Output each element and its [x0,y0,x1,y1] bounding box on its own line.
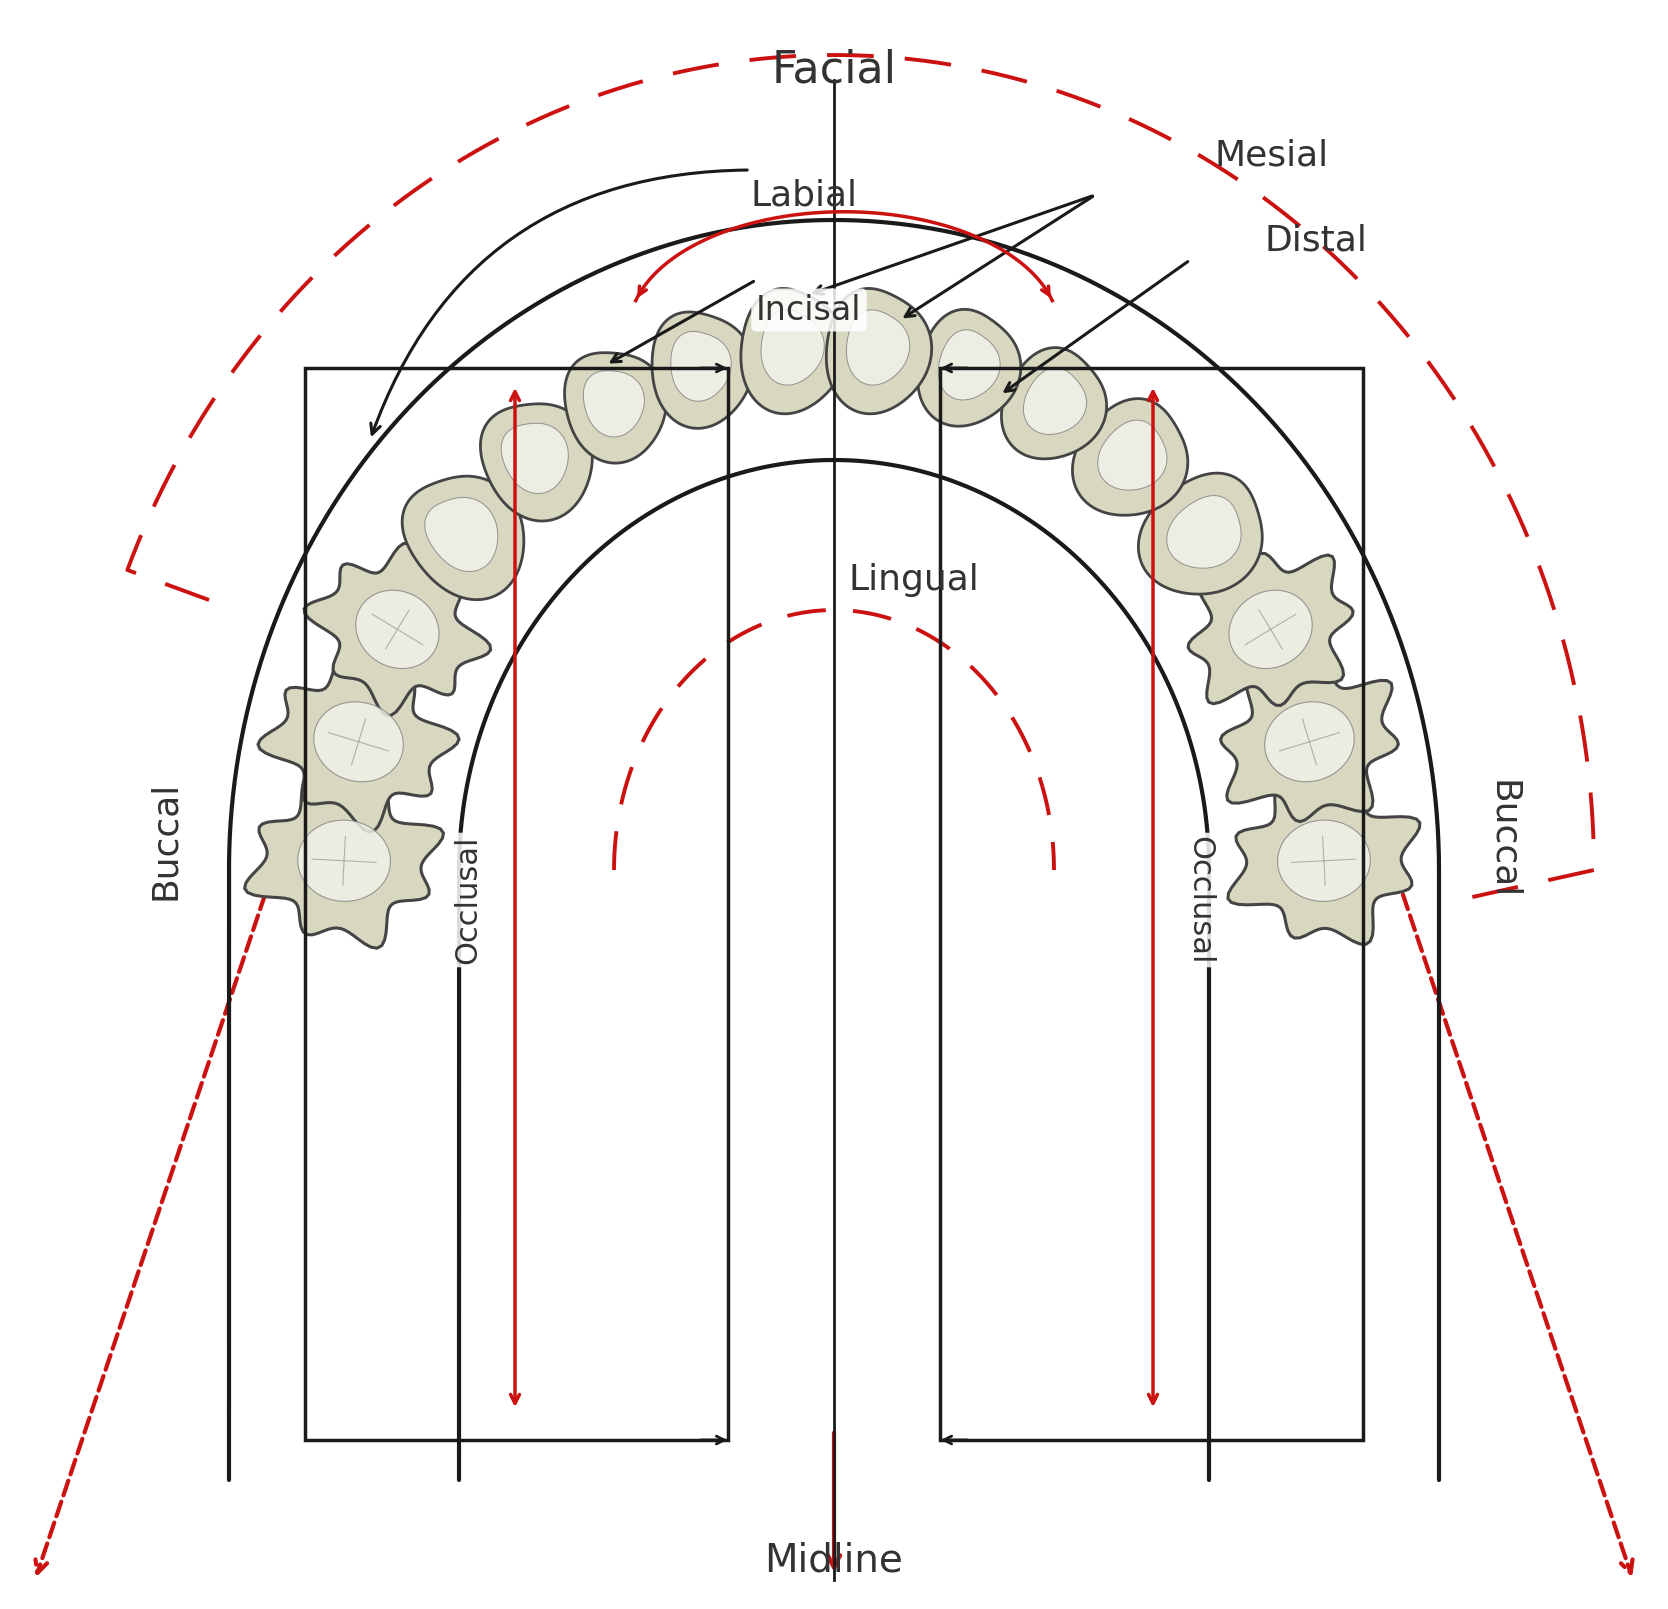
Polygon shape [1188,553,1353,705]
Polygon shape [304,544,490,716]
Polygon shape [402,476,524,600]
Polygon shape [937,330,1001,401]
Polygon shape [584,370,644,438]
Polygon shape [1024,368,1086,434]
Polygon shape [564,352,666,463]
Text: Lingual: Lingual [849,563,979,597]
Polygon shape [1278,821,1371,901]
Polygon shape [1138,473,1263,594]
Polygon shape [671,331,731,401]
Polygon shape [480,404,592,521]
Polygon shape [500,423,569,494]
Polygon shape [1168,496,1241,568]
Text: Occlusal: Occlusal [1186,835,1214,964]
Text: Buccal: Buccal [1486,780,1520,899]
Polygon shape [245,774,444,948]
Text: Distal: Distal [1264,224,1368,257]
Bar [941,368,1363,1440]
Polygon shape [1098,420,1168,491]
Polygon shape [1001,348,1106,459]
Text: Facial: Facial [772,48,896,92]
Text: Midline: Midline [764,1541,904,1580]
Polygon shape [355,591,439,668]
Text: Mesial: Mesial [1214,138,1329,172]
Polygon shape [826,288,932,414]
Polygon shape [1073,399,1188,515]
Polygon shape [297,821,390,901]
Polygon shape [741,288,846,414]
Polygon shape [425,497,497,571]
Text: Occlusal: Occlusal [454,835,482,964]
Polygon shape [259,652,459,832]
Polygon shape [1228,777,1419,944]
Polygon shape [314,702,404,782]
Text: Labial: Labial [751,179,857,212]
Text: Buccal: Buccal [148,780,182,899]
Bar [305,368,727,1440]
Polygon shape [652,312,752,428]
Polygon shape [846,311,909,385]
Polygon shape [1229,591,1313,668]
Polygon shape [761,311,824,385]
Polygon shape [1264,702,1354,782]
Text: Incisal: Incisal [756,293,862,327]
Polygon shape [917,309,1021,426]
Polygon shape [1221,661,1398,822]
